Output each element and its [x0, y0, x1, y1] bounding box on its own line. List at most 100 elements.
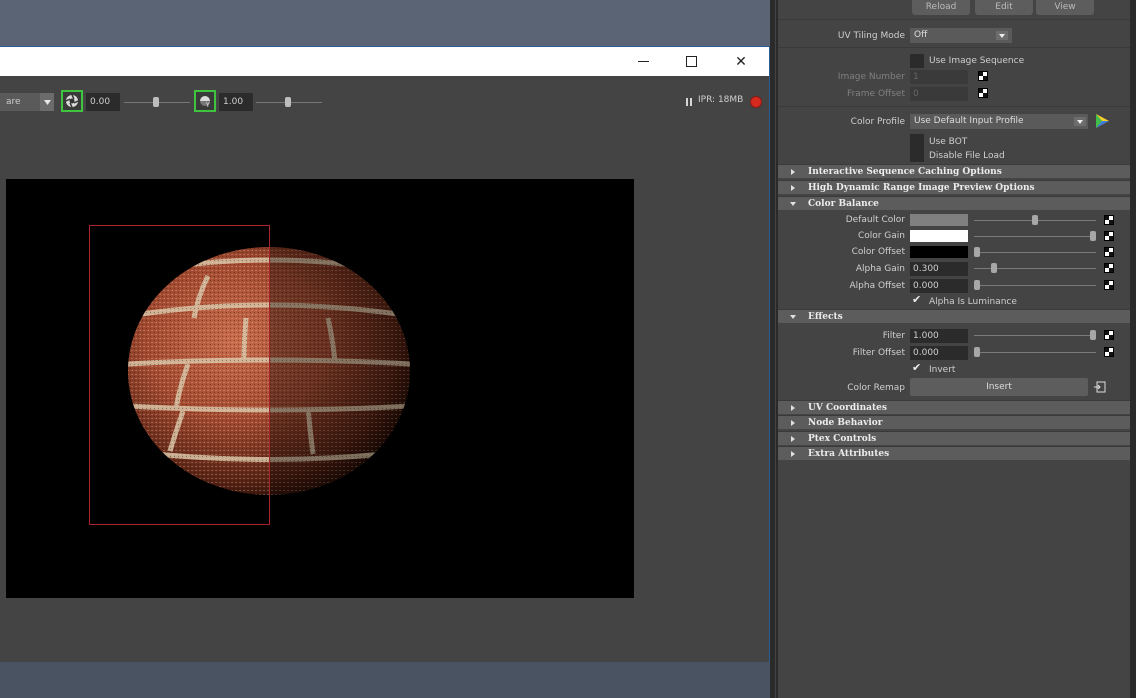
default-color-map-icon[interactable]: [1104, 215, 1114, 225]
chevron-down-icon: [1077, 119, 1083, 124]
section-extra-attributes-label: Extra Attributes: [808, 449, 890, 459]
image-number-value: 1: [913, 72, 919, 82]
alpha-offset-field[interactable]: 0.000: [910, 279, 968, 293]
section-extra-attributes[interactable]: Extra Attributes: [778, 446, 1130, 460]
panel-right-border: [1130, 0, 1136, 698]
color-offset-slider-track[interactable]: [974, 252, 1096, 253]
color-gain-label: Color Gain: [857, 231, 905, 241]
use-image-sequence-checkbox[interactable]: [910, 54, 924, 68]
color-offset-slider-knob[interactable]: [974, 247, 980, 257]
image-number-map-icon[interactable]: [978, 71, 988, 81]
disable-file-load-checkbox[interactable]: [910, 148, 924, 162]
uv-tiling-mode-label: UV Tiling Mode: [837, 31, 905, 41]
default-color-slider-knob[interactable]: [1032, 215, 1038, 225]
color-gain-swatch[interactable]: [910, 230, 968, 242]
section-uv-coordinates-label: UV Coordinates: [808, 403, 887, 413]
uv-tiling-dropdown-arrow[interactable]: [996, 31, 1008, 40]
window-titlebar: ✕: [0, 47, 769, 76]
exposure-field[interactable]: 0.00: [86, 93, 120, 111]
camera-dropdown-arrow[interactable]: [40, 93, 54, 111]
uv-tiling-mode-value: Off: [914, 30, 928, 40]
filter-offset-slider-track[interactable]: [974, 352, 1096, 353]
section-interactive-caching-label: Interactive Sequence Caching Options: [808, 167, 1002, 177]
exposure-icon: [65, 94, 79, 108]
filter-offset-field[interactable]: 0.000: [910, 346, 968, 360]
alpha-gain-value: 0.300: [913, 264, 939, 274]
connect-input-icon[interactable]: [1094, 381, 1106, 393]
filter-slider-knob[interactable]: [1090, 330, 1096, 340]
color-remap-label: Color Remap: [847, 383, 905, 393]
filter-offset-slider-knob[interactable]: [974, 347, 980, 357]
uv-tiling-mode-dropdown[interactable]: Off: [910, 28, 1012, 43]
filter-offset-value: 0.000: [913, 348, 939, 358]
alpha-offset-map-icon[interactable]: [1104, 280, 1114, 290]
chevron-down-icon: [43, 99, 51, 105]
color-gain-slider-track[interactable]: [974, 236, 1096, 237]
filter-field[interactable]: 1.000: [910, 329, 968, 343]
alpha-offset-slider-track[interactable]: [974, 285, 1096, 286]
color-management-icon[interactable]: [1094, 113, 1110, 129]
color-offset-label: Color Offset: [851, 247, 905, 257]
expand-right-icon: [791, 405, 795, 411]
color-profile-dropdown-arrow[interactable]: [1074, 117, 1086, 126]
exposure-slider-knob[interactable]: [153, 97, 159, 107]
record-icon[interactable]: [750, 96, 762, 108]
exposure-toggle[interactable]: [61, 90, 83, 112]
alpha-offset-slider-knob[interactable]: [974, 280, 980, 290]
render-image: [6, 179, 634, 598]
filter-map-icon[interactable]: [1104, 330, 1114, 340]
use-bot-checkbox[interactable]: [910, 134, 924, 148]
filter-slider-track[interactable]: [974, 335, 1096, 336]
minimize-button[interactable]: [620, 47, 666, 76]
gamma-icon: Y: [200, 96, 210, 108]
color-offset-swatch[interactable]: [910, 246, 968, 258]
use-bot-label: Use BOT: [929, 137, 968, 147]
alpha-is-luminance-checkbox[interactable]: ✔: [912, 293, 922, 306]
gamma-slider-knob[interactable]: [285, 97, 291, 107]
frame-offset-map-icon[interactable]: [978, 88, 988, 98]
section-hdr-preview-label: High Dynamic Range Image Preview Options: [808, 183, 1035, 193]
alpha-offset-value: 0.000: [913, 281, 939, 291]
invert-checkbox[interactable]: ✔: [912, 361, 922, 374]
section-node-behavior[interactable]: Node Behavior: [778, 415, 1130, 429]
render-area: [0, 116, 769, 662]
color-profile-dropdown[interactable]: Use Default Input Profile: [910, 114, 1088, 129]
view-button[interactable]: View: [1036, 0, 1094, 15]
color-gain-map-icon[interactable]: [1104, 231, 1114, 241]
panel-divider-line: [775, 0, 776, 698]
gamma-toggle[interactable]: Y: [194, 90, 216, 112]
pause-icon[interactable]: [686, 98, 692, 106]
disable-file-load-label: Disable File Load: [929, 151, 1005, 161]
filter-offset-map-icon[interactable]: [1104, 347, 1114, 357]
insert-button[interactable]: Insert: [910, 378, 1088, 396]
exposure-value: 0.00: [90, 97, 111, 107]
section-ptex-controls[interactable]: Ptex Controls: [778, 431, 1130, 445]
section-color-balance[interactable]: Color Balance: [778, 196, 1130, 210]
close-button[interactable]: ✕: [718, 47, 764, 76]
camera-dropdown[interactable]: are: [0, 93, 40, 111]
default-color-swatch[interactable]: [910, 214, 968, 226]
alpha-gain-slider-track[interactable]: [974, 268, 1096, 269]
section-uv-coordinates[interactable]: UV Coordinates: [778, 400, 1130, 414]
region-render-box[interactable]: [89, 225, 270, 525]
desktop-background-bottom: [0, 662, 770, 698]
desktop-background-top: [0, 0, 770, 46]
alpha-gain-field[interactable]: 0.300: [910, 262, 968, 276]
alpha-gain-slider-knob[interactable]: [991, 263, 998, 273]
maximize-button[interactable]: [668, 47, 714, 76]
expand-right-icon: [791, 451, 795, 457]
reload-button[interactable]: Reload: [912, 0, 970, 15]
gamma-field[interactable]: 1.00: [219, 93, 253, 111]
color-offset-map-icon[interactable]: [1104, 247, 1114, 257]
section-effects[interactable]: Effects: [778, 309, 1130, 323]
gamma-value: 1.00: [223, 97, 244, 107]
panel-divider: [770, 0, 778, 698]
image-number-field[interactable]: 1: [910, 70, 968, 84]
section-interactive-caching[interactable]: Interactive Sequence Caching Options: [778, 164, 1130, 178]
alpha-gain-map-icon[interactable]: [1104, 263, 1114, 273]
frame-offset-field[interactable]: 0: [910, 87, 968, 101]
section-hdr-preview[interactable]: High Dynamic Range Image Preview Options: [778, 180, 1130, 194]
edit-button[interactable]: Edit: [975, 0, 1033, 15]
section-effects-label: Effects: [808, 312, 843, 322]
color-gain-slider-knob[interactable]: [1090, 231, 1096, 241]
